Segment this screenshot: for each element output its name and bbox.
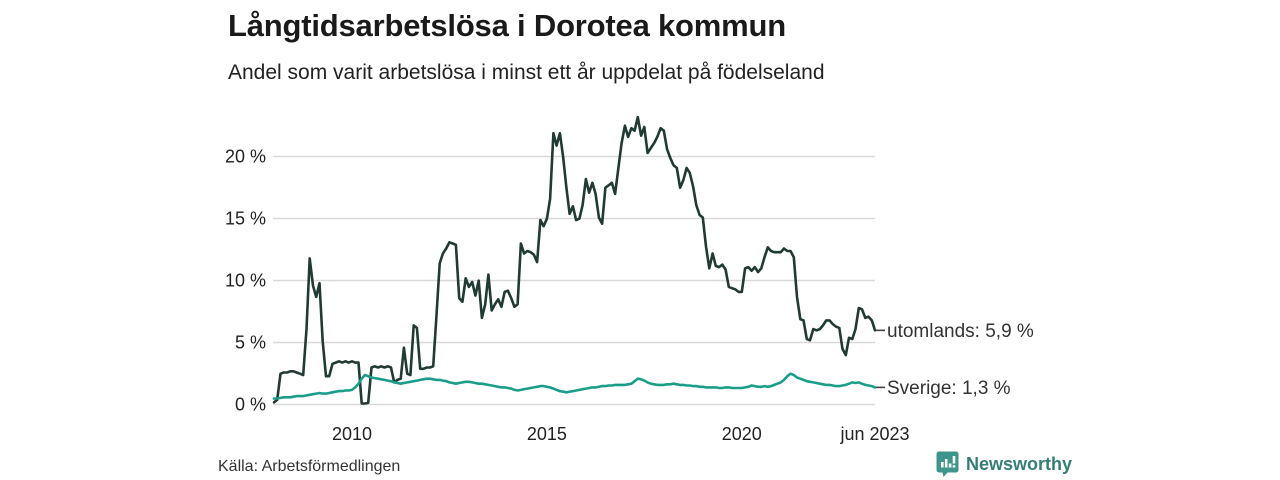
x-axis-tick-label: 2015 bbox=[527, 424, 567, 444]
series-end-label-sverige: Sverige: 1,3 % bbox=[887, 378, 1011, 399]
brand-lockup: Newsworthy bbox=[936, 451, 1072, 478]
series-line-sverige bbox=[272, 372, 877, 400]
y-axis-tick-label: 10 % bbox=[225, 271, 266, 291]
y-axis-tick-label: 5 % bbox=[235, 333, 266, 353]
y-axis-tick-label: 0 % bbox=[235, 395, 266, 415]
y-axis-tick-label: 15 % bbox=[225, 209, 266, 229]
series-end-label-utomlands: utomlands: 5,9 % bbox=[887, 321, 1034, 342]
source-note: Källa: Arbetsförmedlingen bbox=[218, 458, 401, 475]
x-axis-tick-label: 2010 bbox=[332, 424, 372, 444]
brand-name: Newsworthy bbox=[966, 454, 1073, 474]
x-axis-tick-label: jun 2023 bbox=[839, 424, 909, 444]
chart-subtitle: Andel som varit arbetslösa i minst ett å… bbox=[228, 61, 825, 84]
newsworthy-logo-icon bbox=[936, 451, 959, 478]
chart-title: Långtidsarbetslösa i Dorotea kommun bbox=[228, 8, 786, 43]
y-axis-tick-label: 20 % bbox=[225, 147, 266, 167]
x-axis-tick-label: 2020 bbox=[722, 424, 762, 444]
series-line-utomlands bbox=[272, 115, 877, 405]
